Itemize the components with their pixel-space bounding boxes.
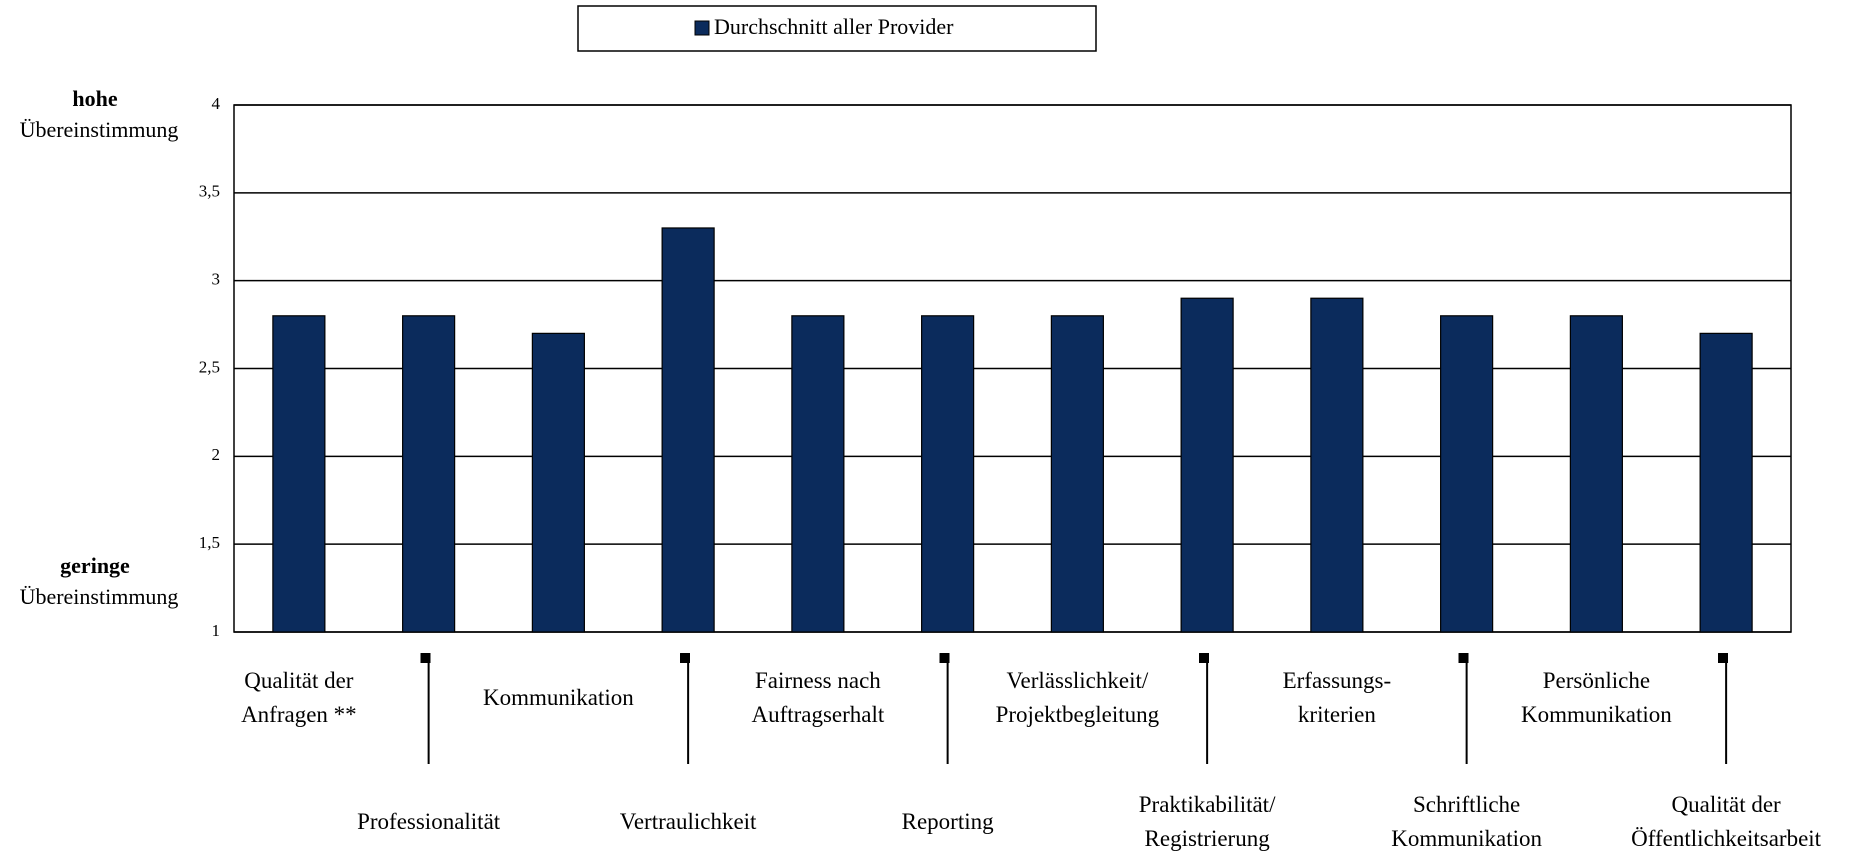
x-tick-label: Reporting	[901, 809, 994, 834]
legend-label: Durchschnitt aller Provider	[714, 14, 954, 39]
x-tick-label: Erfassungs- kriterien	[1282, 668, 1392, 727]
x-tick-label: Fairness nach Auftragserhalt	[751, 668, 885, 727]
y-tick-label: 1	[212, 621, 221, 640]
y-tick-label: 2,5	[199, 357, 220, 376]
y-tick-label: 4	[212, 94, 221, 113]
x-tick-label: Qualität der Anfragen **	[241, 668, 357, 727]
bar	[1569, 315, 1623, 633]
x-tick-label: Professionalität	[357, 809, 501, 834]
x-tick-label: Kommunikation	[482, 685, 634, 710]
plot-frame	[233, 104, 1792, 633]
x-tick-label: Verlässlichkeit/ Projektbegleitung	[995, 668, 1160, 727]
bar	[272, 315, 326, 633]
legend-swatch	[694, 20, 710, 36]
annotation: Übereinstimmung	[19, 117, 179, 142]
bar	[1310, 297, 1364, 633]
x-tick-label: Vertraulichkeit	[619, 809, 757, 834]
annotation: geringe	[60, 553, 130, 578]
y-tick-label: 2	[212, 445, 221, 464]
bar	[402, 315, 456, 633]
bar	[921, 315, 975, 633]
bar	[661, 227, 715, 633]
x-tick-label: Qualität der Öffentlichkeitsarbeit	[1631, 792, 1822, 851]
x-tick-label: Schriftliche Kommunikation	[1391, 792, 1543, 851]
x-tick-label: Praktikabilität/ Registrierung	[1138, 792, 1276, 851]
annotation: Übereinstimmung	[19, 584, 179, 609]
bar	[791, 315, 845, 633]
y-tick-label: 3	[212, 270, 221, 289]
bar	[531, 332, 585, 633]
x-tick-label: Persönliche Kommunikation	[1520, 668, 1672, 727]
y-tick-label: 1,5	[199, 533, 220, 552]
y-tick-label: 3,5	[199, 182, 220, 201]
bar	[1050, 315, 1104, 633]
annotation: hohe	[72, 86, 118, 111]
legend-box	[577, 5, 1097, 52]
bar	[1180, 297, 1234, 633]
bar	[1699, 332, 1753, 633]
bar	[1440, 315, 1494, 633]
